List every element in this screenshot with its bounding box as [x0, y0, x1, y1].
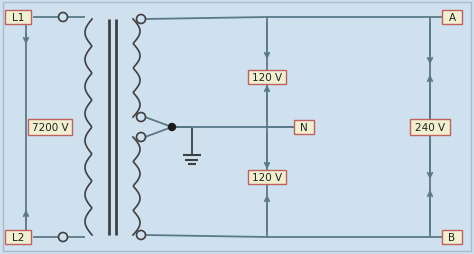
Circle shape	[137, 113, 146, 122]
Text: 240 V: 240 V	[415, 122, 445, 133]
Bar	[248, 71, 286, 85]
Text: A: A	[448, 13, 456, 23]
Circle shape	[137, 231, 146, 240]
Circle shape	[137, 133, 146, 142]
Bar	[410, 120, 450, 135]
Text: B: B	[448, 232, 456, 242]
Text: 120 V: 120 V	[252, 73, 282, 83]
Circle shape	[137, 15, 146, 24]
Bar	[442, 230, 462, 244]
Text: 120 V: 120 V	[252, 172, 282, 182]
Bar	[294, 121, 314, 134]
Text: L1: L1	[12, 13, 24, 23]
Text: L2: L2	[12, 232, 24, 242]
Bar	[442, 11, 462, 25]
Circle shape	[58, 13, 67, 22]
Bar	[248, 170, 286, 184]
Circle shape	[168, 124, 175, 131]
Bar	[28, 120, 72, 135]
Circle shape	[58, 233, 67, 242]
Bar	[5, 230, 31, 244]
Text: 7200 V: 7200 V	[32, 122, 68, 133]
Bar	[5, 11, 31, 25]
Text: N: N	[300, 122, 308, 133]
